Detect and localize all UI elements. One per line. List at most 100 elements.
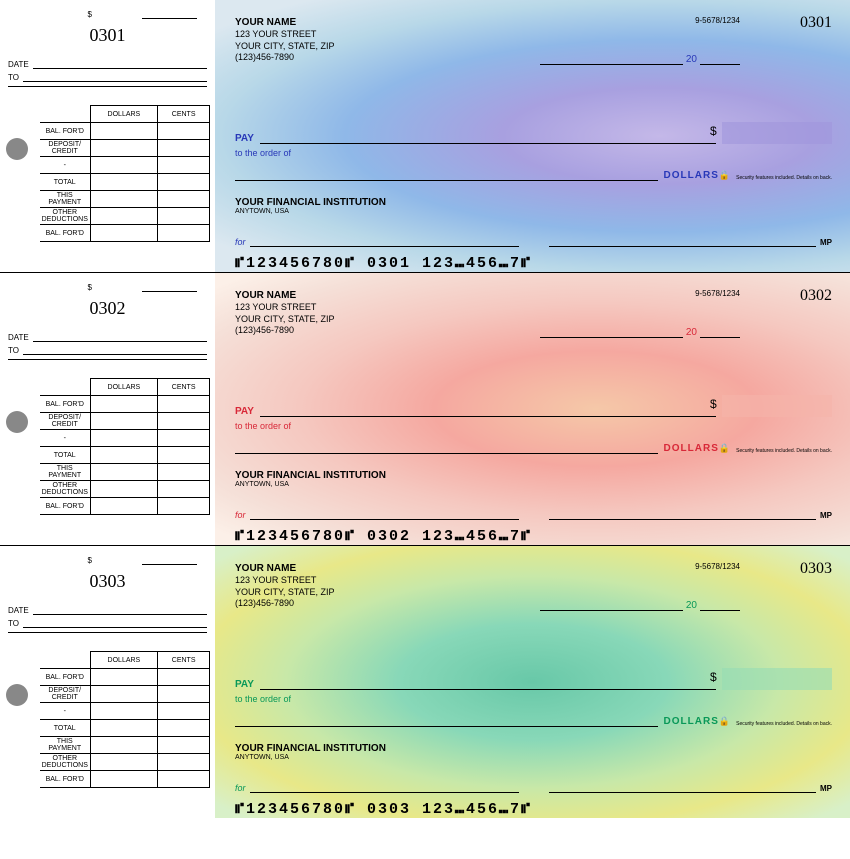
ledger-dollars-cell bbox=[90, 225, 158, 242]
ledger-row-label: BAL. FOR'D bbox=[40, 123, 90, 140]
payer-block: YOUR NAME 123 YOUR STREET YOUR CITY, STA… bbox=[235, 16, 335, 64]
stub-date-label: DATE bbox=[8, 60, 29, 69]
order-label: to the order of bbox=[235, 694, 291, 704]
order-label: to the order of bbox=[235, 421, 291, 431]
ledger-dollars-cell bbox=[90, 720, 158, 737]
ledger-cents-header: CENTS bbox=[158, 379, 210, 396]
memo-label: for bbox=[235, 783, 246, 793]
ledger-cents-cell bbox=[158, 771, 210, 788]
dollars-label: DOLLARS bbox=[664, 170, 719, 181]
check-number: 0303 bbox=[800, 560, 832, 578]
stub-to-field: TO bbox=[8, 619, 207, 628]
ledger-cents-cell bbox=[158, 720, 210, 737]
payee-line bbox=[260, 689, 716, 690]
payer-phone: (123)456-7890 bbox=[235, 598, 335, 610]
payer-street: 123 YOUR STREET bbox=[235, 29, 335, 41]
security-note: Security features included. Details on b… bbox=[736, 722, 832, 727]
ledger-row-label: THIS PAYMENT bbox=[40, 737, 90, 754]
mp-label: MP bbox=[820, 511, 832, 520]
ledger-dollars-cell bbox=[90, 123, 158, 140]
payer-city: YOUR CITY, STATE, ZIP bbox=[235, 314, 335, 326]
ledger-dollars-cell bbox=[90, 464, 158, 481]
ledger-cents-cell bbox=[158, 174, 210, 191]
ledger-cents-cell bbox=[158, 225, 210, 242]
ledger-row-label: OTHER DEDUCTIONS bbox=[40, 754, 90, 771]
century-prefix: 20 bbox=[686, 327, 697, 338]
lock-icon: 🔒 bbox=[719, 716, 730, 727]
ledger-dollars-cell bbox=[90, 413, 158, 430]
ledger-row-label: BAL. FOR'D bbox=[40, 498, 90, 515]
ledger-row-label: - bbox=[40, 157, 90, 174]
bank-city: ANYTOWN, USA bbox=[235, 754, 832, 761]
pay-label: PAY bbox=[235, 406, 254, 417]
date-line: 20 bbox=[540, 600, 740, 611]
stub-check-number: 0303 bbox=[8, 571, 207, 592]
stub-amount-line: $ bbox=[8, 283, 207, 292]
check-stub: $ 0301 DATE TO DOLLARSCENTS BAL. FOR'DDE… bbox=[0, 0, 215, 272]
payer-city: YOUR CITY, STATE, ZIP bbox=[235, 41, 335, 53]
bank-block: YOUR FINANCIAL INSTITUTION ANYTOWN, USA bbox=[235, 470, 832, 488]
check-body: YOUR NAME 123 YOUR STREET YOUR CITY, STA… bbox=[215, 546, 850, 818]
ledger-dollars-cell bbox=[90, 771, 158, 788]
ledger-dollars-cell bbox=[90, 737, 158, 754]
payer-name: YOUR NAME bbox=[235, 562, 335, 575]
micr-line: ⑈123456780⑈ 0301 123⑉456⑉7⑈ bbox=[235, 255, 832, 272]
amount-box bbox=[722, 122, 832, 144]
ledger-cents-cell bbox=[158, 737, 210, 754]
bank-city: ANYTOWN, USA bbox=[235, 208, 832, 215]
payer-block: YOUR NAME 123 YOUR STREET YOUR CITY, STA… bbox=[235, 289, 335, 337]
check-number: 0302 bbox=[800, 287, 832, 305]
ledger-row-label: OTHER DEDUCTIONS bbox=[40, 481, 90, 498]
ledger-cents-cell bbox=[158, 464, 210, 481]
binder-hole-icon bbox=[6, 138, 28, 160]
stub-to-field: TO bbox=[8, 346, 207, 355]
ledger-dollars-cell bbox=[90, 430, 158, 447]
ledger-dollars-header: DOLLARS bbox=[90, 652, 158, 669]
bank-city: ANYTOWN, USA bbox=[235, 481, 832, 488]
ledger-row-label: TOTAL bbox=[40, 447, 90, 464]
ledger-cents-cell bbox=[158, 754, 210, 771]
ledger-row-label: BAL. FOR'D bbox=[40, 225, 90, 242]
security-note: Security features included. Details on b… bbox=[736, 449, 832, 454]
routing-code: 9-5678/1234 bbox=[695, 16, 740, 25]
bank-block: YOUR FINANCIAL INSTITUTION ANYTOWN, USA bbox=[235, 197, 832, 215]
ledger-cents-cell bbox=[158, 481, 210, 498]
payer-city: YOUR CITY, STATE, ZIP bbox=[235, 587, 335, 599]
ledger-row-label: TOTAL bbox=[40, 174, 90, 191]
ledger-dollars-cell bbox=[90, 703, 158, 720]
stub-ledger: DOLLARSCENTS BAL. FOR'DDEPOSIT/ CREDIT-T… bbox=[40, 105, 210, 242]
stub-date-label: DATE bbox=[8, 606, 29, 615]
amount-box bbox=[722, 395, 832, 417]
stub-ledger: DOLLARSCENTS BAL. FOR'DDEPOSIT/ CREDIT-T… bbox=[40, 378, 210, 515]
ledger-row-label: DEPOSIT/ CREDIT bbox=[40, 686, 90, 703]
century-prefix: 20 bbox=[686, 600, 697, 611]
stub-date-field: DATE bbox=[8, 60, 207, 69]
pay-label: PAY bbox=[235, 133, 254, 144]
stub-date-field: DATE bbox=[8, 333, 207, 342]
check-sheet: $ 0301 DATE TO DOLLARSCENTS BAL. FOR'DDE… bbox=[0, 0, 850, 818]
bank-name: YOUR FINANCIAL INSTITUTION bbox=[235, 743, 832, 754]
check-number: 0301 bbox=[800, 14, 832, 32]
ledger-dollars-cell bbox=[90, 481, 158, 498]
bank-name: YOUR FINANCIAL INSTITUTION bbox=[235, 470, 832, 481]
ledger-cents-cell bbox=[158, 123, 210, 140]
stub-to-label: TO bbox=[8, 73, 19, 82]
stub-amount-line: $ bbox=[8, 10, 207, 19]
legal-amount-line bbox=[235, 726, 658, 727]
mp-label: MP bbox=[820, 238, 832, 247]
stub-date-label: DATE bbox=[8, 333, 29, 342]
stub-to-label: TO bbox=[8, 619, 19, 628]
routing-code: 9-5678/1234 bbox=[695, 289, 740, 298]
mp-label: MP bbox=[820, 784, 832, 793]
legal-amount-line bbox=[235, 453, 658, 454]
binder-hole-icon bbox=[6, 684, 28, 706]
ledger-dollars-cell bbox=[90, 157, 158, 174]
bank-block: YOUR FINANCIAL INSTITUTION ANYTOWN, USA bbox=[235, 743, 832, 761]
ledger-row-label: TOTAL bbox=[40, 720, 90, 737]
ledger-row-label: BAL. FOR'D bbox=[40, 771, 90, 788]
stub-to-label: TO bbox=[8, 346, 19, 355]
payer-phone: (123)456-7890 bbox=[235, 52, 335, 64]
ledger-cents-cell bbox=[158, 157, 210, 174]
ledger-cents-cell bbox=[158, 447, 210, 464]
stub-amount-line: $ bbox=[8, 556, 207, 565]
